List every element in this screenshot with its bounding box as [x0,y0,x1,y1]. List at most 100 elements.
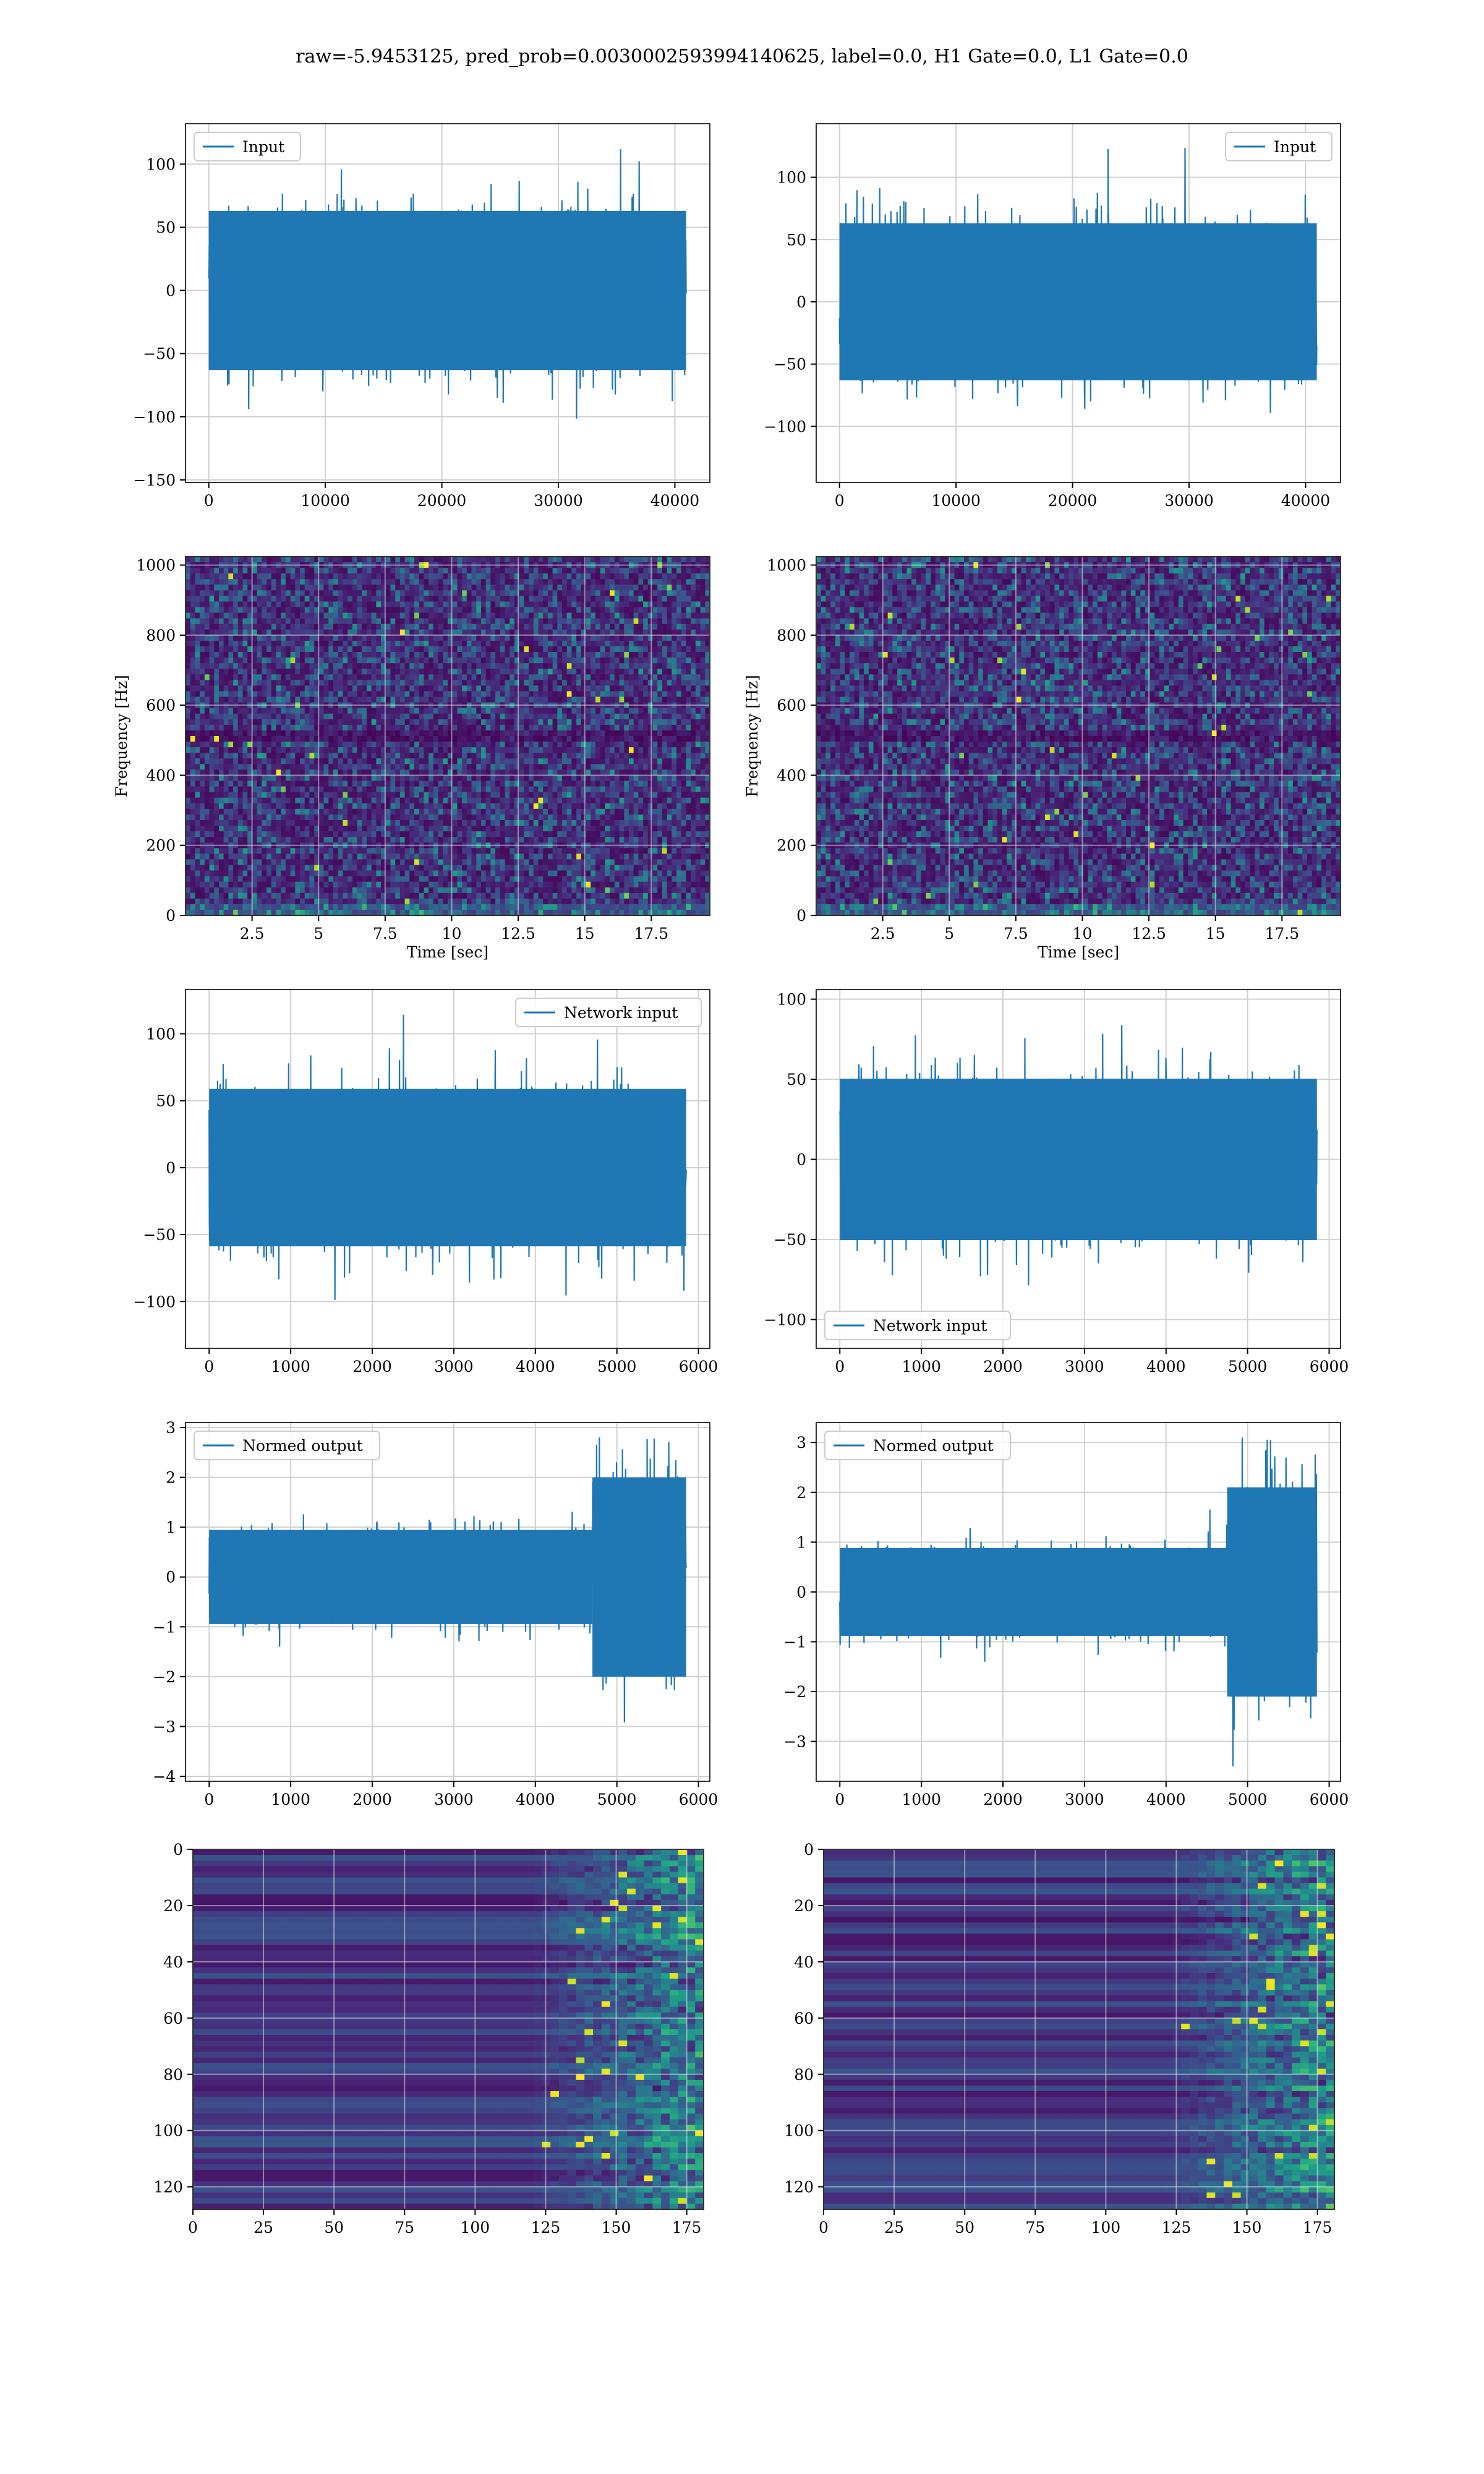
l1-normed-output-ytick-label: 1 [796,1533,806,1551]
l1-feature-map-xtick-label: 75 [1025,2219,1045,2236]
h1-normed-output-ytick-label: 2 [166,1469,176,1487]
l1-network-input-plot-area [816,990,1341,1348]
h1-normed-output-panel: Normed output 0 1000 2000 3000 4000 5000 6000 −4… [153,1419,718,1808]
l1-feature-map-xtick-label: 150 [1232,2219,1262,2236]
h1-normed-output-xtick-label: 5000 [597,1791,637,1808]
h1-feature-map-ytick-label: 60 [163,2010,183,2027]
l1-network-input-ytick-label: −100 [764,1311,806,1329]
h1-feature-map-xtick-label: 175 [672,2219,702,2236]
l1-input-xtick-label: 20000 [1048,492,1098,510]
h1-feature-map-panel: 0 25 50 75 100 125 150 175 0 20 40 60 80 100 120 [153,1841,704,2236]
l1-feature-map-ytick-label: 0 [804,1841,814,1859]
h1-network-input-xtick-label: 5000 [597,1358,637,1376]
l1-input-ytick-label: 0 [796,293,806,311]
h1-network-input-ytick-label: 0 [166,1159,176,1177]
h1-input-legend: Input [194,132,301,161]
h1-spectrogram-xtick-label: 2.5 [240,925,265,943]
h1-normed-output-frame [185,1422,710,1782]
l1-network-input-legend-label: Network input [873,1317,987,1335]
l1-network-input-xtick-label: 0 [835,1358,845,1376]
l1-input-legend-label: Input [1274,138,1316,156]
l1-spectrogram-ytick-label: 600 [777,696,806,714]
h1-spectrogram-xtick-label: 7.5 [373,925,398,943]
h1-input-ytick-label: −150 [133,471,176,489]
l1-input-xtick-label: 30000 [1164,492,1214,510]
l1-network-input-xtick-label: 1000 [902,1358,941,1376]
l1-feature-map-ytick-label: 80 [794,2066,814,2084]
h1-network-input-frame [185,989,710,1349]
l1-network-input-frame [816,989,1341,1349]
l1-network-input-xtick-label: 4000 [1146,1358,1186,1376]
h1-feature-map-plot-area [193,1849,704,2209]
h1-input-ytick-label: 0 [166,282,176,300]
l1-normed-output-ytick-label: 0 [796,1583,806,1601]
h1-normed-output-xtick-label: 4000 [516,1791,555,1808]
h1-feature-map-ytick-label: 40 [163,1953,183,1971]
l1-feature-map-ytick-label: 20 [794,1897,814,1915]
l1-network-input-ytick-label: 50 [787,1071,806,1089]
h1-input-xtick-label: 30000 [534,492,583,510]
h1-network-input-xtick-label: 2000 [352,1358,392,1376]
l1-spectrogram-xtick-label: 12.5 [1132,925,1166,943]
h1-network-input-ytick-label: −50 [143,1226,176,1244]
h1-input-xtick-label: 20000 [417,492,467,510]
h1-feature-map-ytick-label: 80 [163,2066,183,2084]
l1-spectrogram-ylabel: Frequency [Hz] [743,675,761,797]
l1-normed-output-xtick-label: 2000 [983,1791,1023,1808]
l1-network-input-xtick-label: 5000 [1228,1358,1268,1376]
l1-spectrogram-plot-area [816,557,1341,915]
l1-normed-output-series-band [840,1547,1227,1636]
l1-normed-output-burst-band [1227,1487,1317,1697]
l1-input-xtick-label: 40000 [1281,492,1331,510]
h1-input-series-band [208,210,686,370]
h1-normed-output-ytick-label: −3 [153,1718,176,1736]
h1-spectrogram-plot-area [186,557,710,915]
l1-input-legend: Input [1225,132,1333,161]
l1-spectrogram-xtick-label: 2.5 [871,925,895,943]
l1-input-ytick-label: −100 [764,417,806,435]
l1-network-input-series-band [840,1078,1317,1240]
h1-feature-map-xtick-label: 100 [460,2219,490,2236]
h1-network-input-series-band [209,1089,686,1247]
h1-input-panel: Input 0 10000 20000 30000 40000 −150 −100 −50 0 50… [133,123,710,510]
l1-feature-map-xtick-label: 175 [1303,2219,1333,2236]
l1-spectrogram-ytick-label: 800 [777,627,806,644]
l1-normed-output-legend: Normed output [824,1431,1011,1460]
h1-feature-map-xtick-label: 125 [531,2219,561,2236]
l1-spectrogram-ytick-label: 0 [796,907,806,925]
l1-feature-map-xtick-label: 25 [884,2219,904,2236]
h1-spectrogram-ytick-label: 600 [146,696,176,714]
l1-network-input-xtick-label: 6000 [1310,1358,1349,1376]
h1-spectrogram-ytick-label: 800 [146,627,176,644]
h1-feature-map-ytick-label: 120 [153,2178,183,2196]
h1-network-input-legend: Network input [515,998,702,1027]
l1-spectrogram-xtick-label: 17.5 [1264,925,1299,943]
h1-feature-map-xtick-label: 150 [602,2219,631,2236]
l1-spectrogram-xtick-label: 10 [1073,925,1093,943]
h1-spectrogram-ylabel: Frequency [Hz] [113,675,130,797]
h1-normed-output-legend-label: Normed output [242,1437,363,1455]
l1-input-series-band [839,223,1317,380]
h1-network-input-xtick-label: 0 [204,1358,214,1376]
h1-normed-output-plot-area [186,1423,710,1781]
h1-network-input-xtick-label: 1000 [271,1358,310,1376]
l1-feature-map-xtick-label: 125 [1162,2219,1192,2236]
l1-network-input-xtick-label: 2000 [983,1358,1023,1376]
l1-normed-output-xtick-label: 3000 [1065,1791,1104,1808]
h1-network-input-plot-area [186,990,710,1348]
h1-feature-map-xtick-label: 75 [394,2219,414,2236]
l1-normed-output-xtick-label: 1000 [902,1791,941,1808]
h1-spectrogram-xtick-label: 5 [313,925,323,943]
h1-input-ytick-label: −100 [133,408,176,426]
l1-feature-map-ytick-label: 40 [794,1953,814,1971]
l1-feature-map-ytick-label: 60 [794,2010,814,2027]
l1-input-panel: Input 0 10000 20000 30000 40000 −100 −50 0 50 100 [764,123,1341,510]
h1-feature-map-frame [192,1849,704,2210]
h1-normed-output-xtick-label: 1000 [271,1791,310,1808]
l1-normed-output-ytick-label: 2 [796,1484,806,1502]
l1-normed-output-ytick-label: −2 [783,1683,806,1701]
h1-normed-output-ytick-label: −4 [153,1768,176,1786]
h1-normed-output-legend: Normed output [194,1431,380,1460]
